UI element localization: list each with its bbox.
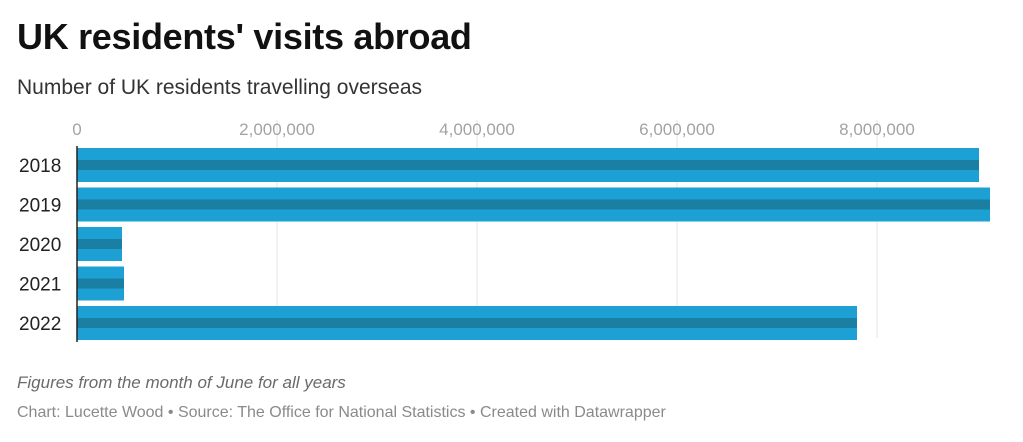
category-label: 2020 [19, 235, 61, 256]
bar-stripe [77, 199, 990, 210]
bar-2021 [77, 266, 124, 301]
category-label: 2019 [19, 196, 61, 217]
x-tick-label: 6,000,000 [639, 120, 715, 139]
bar-2022 [77, 306, 857, 340]
bar-stripe [77, 160, 979, 170]
category-labels: 2018 2019 2020 2021 2022 [19, 156, 61, 335]
x-tick-label: 0 [72, 120, 81, 139]
bars [77, 148, 990, 340]
category-label: 2021 [19, 275, 61, 296]
chart-credits: Chart: Lucette Wood • Source: The Office… [17, 404, 666, 421]
bar-2020 [77, 227, 122, 261]
chart-note: Figures from the month of June for all y… [17, 373, 346, 392]
bar-2018 [77, 148, 979, 182]
x-axis-ticks: 0 2,000,000 4,000,000 6,000,000 8,000,000 [72, 120, 915, 139]
bar-2019 [77, 187, 990, 222]
x-tick-label: 8,000,000 [839, 120, 915, 139]
x-tick-label: 2,000,000 [239, 120, 315, 139]
x-tick-label: 4,000,000 [439, 120, 515, 139]
bar-stripe [77, 239, 122, 249]
bar-stripe [77, 318, 857, 328]
chart-title: UK residents' visits abroad [17, 16, 472, 57]
category-label: 2018 [19, 156, 61, 177]
chart-subtitle: Number of UK residents travelling overse… [17, 76, 423, 99]
bar-stripe [77, 278, 124, 289]
category-label: 2022 [19, 314, 61, 335]
bar-chart: 0 2,000,000 4,000,000 6,000,000 8,000,000 20… [19, 120, 990, 342]
